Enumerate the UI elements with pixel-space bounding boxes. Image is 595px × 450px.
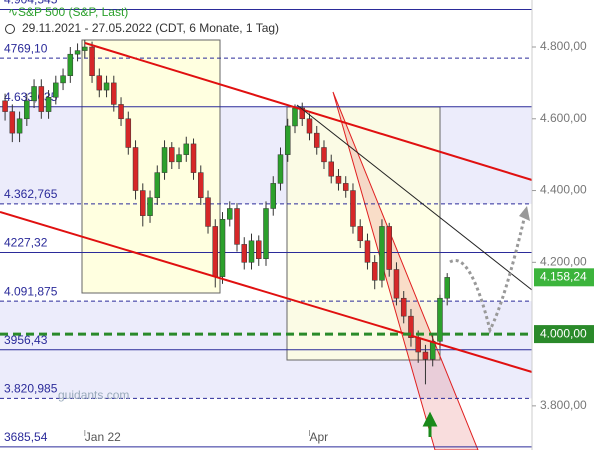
candle-body <box>292 107 298 127</box>
candle-body <box>183 143 190 155</box>
candle-body <box>429 341 436 360</box>
level-label: 4.362,765 <box>4 187 58 201</box>
candle-body <box>422 351 429 360</box>
level-label: 4.633,635 <box>4 90 58 104</box>
candle-body <box>328 161 334 177</box>
y-tick-label: 4.400,00 <box>540 183 587 197</box>
trend-line <box>84 42 533 181</box>
last-price-label: 4.158,24 <box>540 269 587 283</box>
level-label: 3.820,985 <box>4 382 58 396</box>
candle-body <box>371 262 378 281</box>
candle-body <box>96 75 103 91</box>
candle-body <box>60 75 66 84</box>
candle-body <box>205 197 211 227</box>
candle-body <box>103 82 110 91</box>
candle-body <box>437 297 443 342</box>
candle-body <box>82 46 88 51</box>
candle-body <box>212 226 219 277</box>
title-icon: ∿ <box>8 5 18 19</box>
candle-body <box>350 190 356 227</box>
candle-body <box>400 297 407 317</box>
clock-icon <box>5 24 15 34</box>
candle-body <box>357 226 363 242</box>
candle-body <box>2 100 8 112</box>
candle-body <box>277 154 284 184</box>
candle-body <box>219 219 226 277</box>
candle-body <box>408 315 414 338</box>
candle-body <box>256 240 262 259</box>
candle-body <box>16 118 23 134</box>
y-tick-label: 4.600,00 <box>540 111 587 125</box>
candle-body <box>299 107 305 120</box>
watermark: guidants.com <box>58 388 129 402</box>
candle-body <box>38 86 45 112</box>
candle-body <box>227 208 233 220</box>
chart-subtitle: 29.11.2021 - 27.05.2022 (CDT, 6 Monate, … <box>22 21 279 35</box>
x-tick-label: Jan 22 <box>85 430 121 444</box>
level-label: 4.091,875 <box>4 284 58 298</box>
arrow-head <box>519 206 530 221</box>
candle-body <box>45 96 52 112</box>
candle-body <box>386 226 392 270</box>
signal-arrow <box>422 411 438 437</box>
y-tick-label: 4.800,00 <box>540 39 587 53</box>
candle-body <box>415 337 421 353</box>
candle-body <box>270 183 276 209</box>
candle-body <box>342 183 349 191</box>
candle-body <box>132 147 139 191</box>
level-label: 4227,32 <box>4 236 48 250</box>
candle-body <box>140 190 146 216</box>
candle-body <box>161 147 168 173</box>
candle-body <box>313 132 320 148</box>
candle-body <box>9 111 16 134</box>
candle-body <box>234 208 240 245</box>
level-label: 3956,43 <box>4 333 48 347</box>
candle-body <box>263 208 269 259</box>
y-tick-label: 4.200,00 <box>540 254 587 268</box>
candle-body <box>24 100 30 120</box>
levels: 4.904,545 4769,10 4.633,635 4.362,765 4227,3… <box>0 0 532 448</box>
candle-body <box>74 50 81 55</box>
candle-body <box>53 82 59 98</box>
candle-body <box>248 240 255 263</box>
candle-body <box>147 197 153 216</box>
candle-body <box>176 154 182 163</box>
candle-body <box>31 86 37 102</box>
candle-body <box>306 118 313 134</box>
projection-arrow <box>449 214 527 335</box>
candle-body <box>154 172 161 198</box>
candle-body <box>111 82 117 105</box>
price-box <box>534 325 594 344</box>
annotation-box <box>81 39 221 294</box>
level-label: 4.904,545 <box>4 0 58 7</box>
candle-body <box>364 240 371 263</box>
candle-body <box>67 53 74 76</box>
trend-line <box>0 211 533 373</box>
x-tick-label: Apr <box>309 430 328 444</box>
candle-body <box>335 175 342 184</box>
candle-body <box>190 143 197 173</box>
candle-body <box>125 118 132 148</box>
candle-body <box>444 277 450 299</box>
candle-body <box>169 147 175 163</box>
level-label: 4769,10 <box>4 41 48 55</box>
candle-body <box>379 226 385 281</box>
last-price-box <box>534 268 594 287</box>
candle-body <box>89 46 95 76</box>
candle-body <box>241 244 248 263</box>
level-label: 3685,54 <box>4 430 48 444</box>
annotation-box <box>286 106 441 361</box>
plot-area <box>2 39 450 385</box>
price-label: 4.000,00 <box>540 326 587 340</box>
candle-body <box>393 269 400 299</box>
candle-body <box>198 172 204 198</box>
trend-line <box>296 104 533 291</box>
candle-body <box>284 125 291 155</box>
y-tick-label: 3.800,00 <box>540 398 587 412</box>
candle-body <box>118 104 124 120</box>
candle-body <box>321 147 327 163</box>
chart-title: S&P 500 (S&P, Last) <box>18 5 128 19</box>
